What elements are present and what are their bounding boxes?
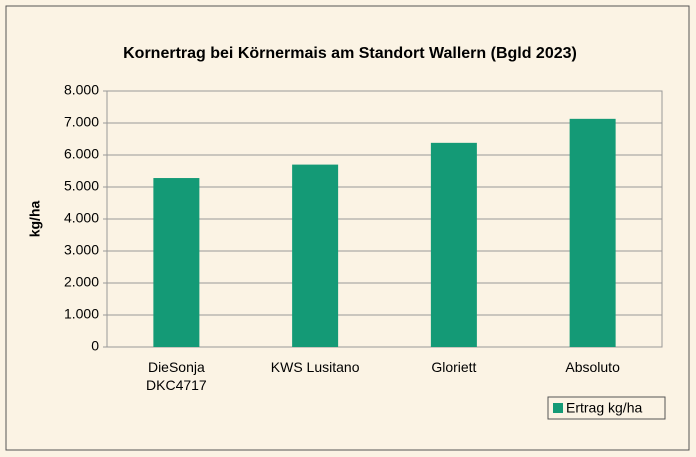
y-tick-label: 3.000 (64, 242, 99, 258)
bar (153, 178, 200, 347)
chart-title: Kornertrag bei Körnermais am Standort Wa… (123, 45, 577, 62)
y-tick-label: 0 (91, 338, 99, 354)
x-tick-label: DieSonja DKC4717 (146, 359, 207, 393)
bar (292, 164, 339, 347)
x-tick-label: Absoluto (565, 359, 620, 375)
y-tick-label: 2.000 (64, 274, 99, 290)
bar (430, 142, 477, 347)
y-tick-label: 6.000 (64, 146, 99, 162)
legend-box (547, 396, 666, 420)
y-tick-label: 4.000 (64, 210, 99, 226)
legend-swatch (553, 403, 563, 413)
frame (5, 5, 690, 451)
y-tick-label: 5.000 (64, 178, 99, 194)
y-axis-label: kg/ha (27, 201, 43, 238)
y-tick-label: 7.000 (64, 114, 99, 130)
x-tick-label: KWS Lusitano (270, 359, 360, 375)
y-tick-label: 1.000 (64, 306, 99, 322)
x-tick-label: Gloriett (431, 359, 477, 375)
bar (569, 118, 616, 347)
y-tick-label: 8.000 (64, 82, 99, 98)
legend-label: Ertrag kg/ha (566, 400, 642, 416)
